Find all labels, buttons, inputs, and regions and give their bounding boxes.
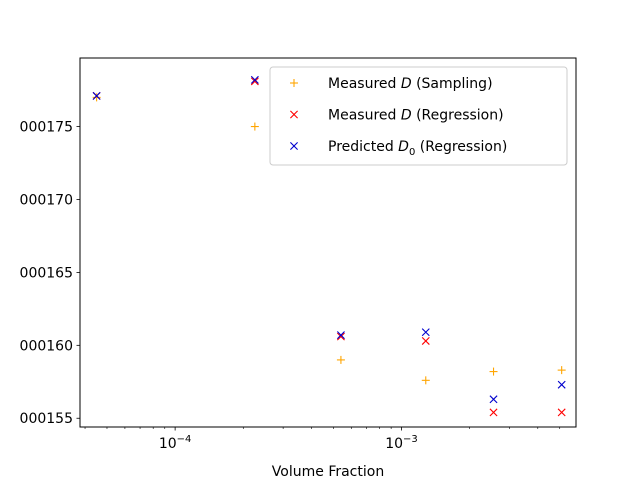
series-2-point-4 [489,395,498,404]
legend-entry-2: Predicted D0 (Regression) [328,139,507,158]
legend-marker-1 [290,110,298,119]
series-2-point-3 [421,328,430,337]
series-0-point-0 [92,93,101,102]
series-2-point-5 [557,380,566,389]
x-tick-label: 10−4 [159,434,192,452]
series-0-point-1 [250,122,259,131]
y-tick-label: 000170 [20,192,73,208]
y-axis-ticks: 000155 000160 000165 000170 000175 [20,120,80,427]
legend: Measured D (Sampling) Measured D (Regress… [269,66,568,166]
series-0-point-5 [557,366,566,375]
series-1-point-4 [489,408,498,417]
plot-frame [79,57,577,428]
legend-box [269,66,568,166]
y-tick-label: 000165 [20,265,73,281]
x-axis-label: Volume Fraction [272,464,384,480]
y-tick-label: 000160 [20,338,73,354]
x-tick-label: 10−3 [385,434,418,452]
y-tick-label: 000155 [20,411,73,427]
series-2-point-2 [336,331,345,340]
legend-entry-1: Measured D (Regression) [328,108,504,124]
series-1-point-5 [557,408,566,417]
legend-entry-0: Measured D (Sampling) [328,76,493,92]
series-2-point-1 [250,75,259,84]
series-1-point-2 [336,332,345,341]
series-0-point-4 [489,367,498,376]
series-0-point-3 [421,376,430,385]
series-1-point-1 [250,77,259,86]
data-points [92,75,566,417]
y-tick-label: 000175 [20,120,73,136]
series-2-point-0 [92,91,101,100]
legend-marker-0 [290,79,298,87]
series-0-point-2 [336,355,345,364]
series-1-point-3 [421,336,430,345]
x-axis-ticks: 10−4 10−3 [84,427,561,452]
legend-marker-2 [290,142,298,150]
